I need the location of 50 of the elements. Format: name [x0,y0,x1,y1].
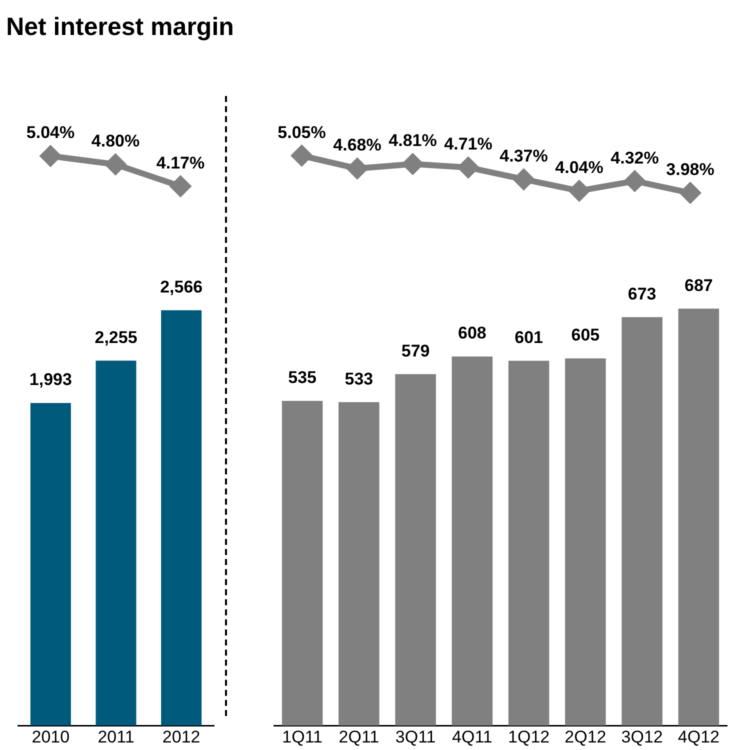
data-label: 4.37% [500,146,548,166]
bar [678,308,720,726]
data-label: 535 [288,368,316,388]
data-label: 4.71% [444,134,492,154]
data-label: 608 [458,324,486,343]
chart-title: Net interest margin [5,12,235,42]
data-label: 605 [571,326,600,345]
point [402,154,423,174]
x-tick-label: 3Q11 [395,727,436,746]
bar [508,360,550,726]
data-label: 2,566 [160,277,203,296]
data-label: 579 [401,341,430,360]
point [292,146,312,166]
bar [452,356,493,726]
data-label: 687 [684,276,713,295]
point [624,171,645,192]
point [680,182,700,203]
x-tick-label: 2010 [32,727,70,746]
x-tick-label: 2011 [98,727,134,746]
data-label: 4.81% [388,131,437,150]
x-tick-label: 2012 [162,727,200,746]
x-tick-label: 1Q12 [508,727,550,746]
data-label: 4.17% [156,153,205,172]
data-label: 4.32% [610,148,659,168]
bar [282,400,323,726]
x-tick-label: 4Q12 [678,727,720,746]
data-label: 5.04% [26,123,75,142]
x-tick-label: 2Q11 [338,727,380,746]
bar [338,402,380,726]
bar [622,317,662,726]
point [569,180,590,201]
point [514,169,534,190]
point [458,157,478,178]
bar [565,358,606,726]
data-label: 533 [344,369,374,388]
data-label: 4.04% [555,158,604,177]
data-label: 5.05% [278,122,326,142]
data-label: 1,993 [29,370,72,390]
x-tick-label: 2Q12 [564,727,606,746]
data-label: 2,255 [94,328,138,347]
data-label: 673 [628,284,656,304]
bar [395,374,436,726]
data-label: 4.68% [333,136,382,155]
x-tick-label: 3Q12 [621,727,663,746]
data-label: 3.98% [666,160,714,180]
data-label: 4.80% [91,132,140,151]
x-tick-label: 1Q11 [282,727,322,746]
point [347,158,368,179]
data-label: 601 [514,328,543,347]
x-tick-label: 4Q11 [452,727,492,746]
